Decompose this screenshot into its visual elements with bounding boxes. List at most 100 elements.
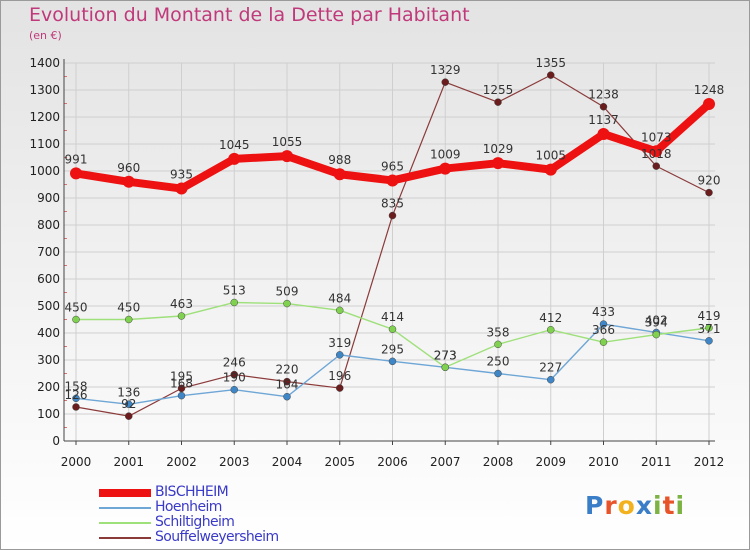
data-point-souffelweyersheim xyxy=(705,188,713,197)
data-label-souffelweyersheim: 1329 xyxy=(430,63,461,77)
legend-swatch xyxy=(99,488,151,497)
data-point-schiltigheim xyxy=(336,306,344,315)
data-point-souffelweyersheim xyxy=(336,384,344,392)
y-tick-label: 300 xyxy=(37,353,60,367)
x-tick-label: 2010 xyxy=(588,455,619,469)
data-point-hoenheim xyxy=(547,375,555,384)
data-label-bischheim: 1029 xyxy=(483,142,514,156)
data-point-bischheim xyxy=(492,157,504,170)
logo-letter: i xyxy=(653,491,663,520)
logo-letter: x xyxy=(635,491,653,520)
legend-item-bischheim: BISCHHEIM xyxy=(99,485,279,500)
data-point-hoenheim xyxy=(283,392,291,401)
x-axis: 2000 2001 2002 2003 2004 2005 2006 2007 2008 2009… xyxy=(61,440,725,469)
data-label-hoenheim: 164 xyxy=(276,378,299,392)
data-label-schiltigheim: 414 xyxy=(381,310,404,324)
data-label-souffelweyersheim: 920 xyxy=(698,174,721,188)
data-point-souffelweyersheim xyxy=(547,71,555,79)
data-point-schiltigheim xyxy=(547,326,555,334)
data-point-schiltigheim xyxy=(125,315,133,324)
y-tick-label: 600 xyxy=(37,272,60,286)
y-tick-label: 800 xyxy=(37,218,60,232)
data-point-souffelweyersheim xyxy=(230,370,238,379)
logo-letter: t xyxy=(662,491,676,520)
y-tick-label: 100 xyxy=(37,407,60,421)
data-label-bischheim: 1137 xyxy=(588,113,619,127)
data-label-hoenheim: 168 xyxy=(170,377,193,391)
data-label-bischheim: 965 xyxy=(381,159,404,173)
data-label-hoenheim: 136 xyxy=(117,385,140,399)
data-point-bischheim xyxy=(70,167,82,180)
data-label-schiltigheim: 450 xyxy=(65,301,88,315)
data-point-hoenheim xyxy=(388,357,397,366)
y-tick-label: 700 xyxy=(37,245,60,259)
data-label-schiltigheim: 509 xyxy=(276,285,299,299)
data-point-schiltigheim xyxy=(599,338,608,346)
data-point-hoenheim xyxy=(705,337,713,345)
x-tick-label: 2012 xyxy=(694,455,725,469)
x-tick-label: 2005 xyxy=(324,455,355,469)
chart-unit-label: (en €) xyxy=(29,29,62,42)
data-point-schiltigheim xyxy=(283,299,291,308)
data-label-hoenheim: 319 xyxy=(328,336,351,350)
y-tick-label: 200 xyxy=(37,380,60,394)
data-label-hoenheim: 273 xyxy=(434,348,457,362)
data-label-bischheim: 1005 xyxy=(535,149,566,163)
proxiti-logo: Proxiti xyxy=(585,491,685,520)
data-label-souffelweyersheim: 92 xyxy=(121,397,136,411)
data-label-bischheim: 1009 xyxy=(430,148,461,162)
data-point-bischheim xyxy=(544,163,557,176)
x-tick-label: 2009 xyxy=(535,455,566,469)
data-point-hoenheim xyxy=(336,351,344,359)
data-point-bischheim xyxy=(333,168,346,181)
data-label-souffelweyersheim: 835 xyxy=(381,197,404,211)
data-label-souffelweyersheim: 246 xyxy=(223,356,246,370)
data-label-souffelweyersheim: 220 xyxy=(276,363,299,377)
data-point-hoenheim xyxy=(494,369,502,378)
data-point-bischheim xyxy=(281,150,293,163)
x-tick-label: 2011 xyxy=(641,455,672,469)
data-point-hoenheim xyxy=(177,391,186,400)
data-point-bischheim xyxy=(386,174,399,187)
legend-swatch xyxy=(99,521,151,524)
y-tick-label: 1000 xyxy=(29,164,60,178)
y-tick-label: 1400 xyxy=(29,56,60,70)
data-label-schiltigheim: 484 xyxy=(328,291,351,305)
legend-item-schiltigheim: Schiltigheim xyxy=(99,515,279,530)
x-tick-label: 2008 xyxy=(483,455,514,469)
data-point-bischheim xyxy=(175,182,188,195)
y-tick-label: 1200 xyxy=(29,110,60,124)
data-point-bischheim xyxy=(650,145,663,158)
data-point-souffelweyersheim xyxy=(177,384,186,393)
data-point-hoenheim xyxy=(230,385,238,394)
data-point-schiltigheim xyxy=(388,325,397,333)
data-label-schiltigheim: 463 xyxy=(170,297,193,311)
gridlines xyxy=(64,62,715,442)
x-tick-label: 2002 xyxy=(166,455,197,469)
data-point-hoenheim xyxy=(125,400,133,409)
legend-label: Souffelweyersheim xyxy=(155,529,279,545)
data-point-souffelweyersheim xyxy=(72,403,80,411)
logo-letter: i xyxy=(675,491,686,520)
legend: BISCHHEIM Hoenheim Schiltigheim Souffelweye… xyxy=(99,485,279,545)
data-point-schiltigheim xyxy=(705,324,713,332)
data-point-schiltigheim xyxy=(230,298,238,307)
data-label-schiltigheim: 450 xyxy=(117,301,140,315)
data-label-souffelweyersheim: 126 xyxy=(65,388,88,402)
legend-item-hoenheim: Hoenheim xyxy=(99,500,279,515)
data-label-bischheim: 1045 xyxy=(219,138,250,152)
data-label-schiltigheim: 513 xyxy=(223,283,246,297)
data-label-hoenheim: 371 xyxy=(698,322,721,336)
legend-label: BISCHHEIM xyxy=(155,484,229,500)
data-point-bischheim xyxy=(122,175,135,188)
data-point-bischheim xyxy=(439,162,452,175)
logo-letter: o xyxy=(617,491,636,520)
data-label-schiltigheim: 273 xyxy=(434,348,457,362)
data-label-hoenheim: 402 xyxy=(645,313,668,327)
y-tick-label: 0 xyxy=(52,434,60,448)
y-axis: 0 100 200 300 400 500 600 700 800 900 1000 1100 1200… xyxy=(29,56,67,448)
data-label-hoenheim: 190 xyxy=(223,371,246,385)
data-label-souffelweyersheim: 195 xyxy=(170,369,193,383)
data-label-souffelweyersheim: 196 xyxy=(328,369,351,383)
